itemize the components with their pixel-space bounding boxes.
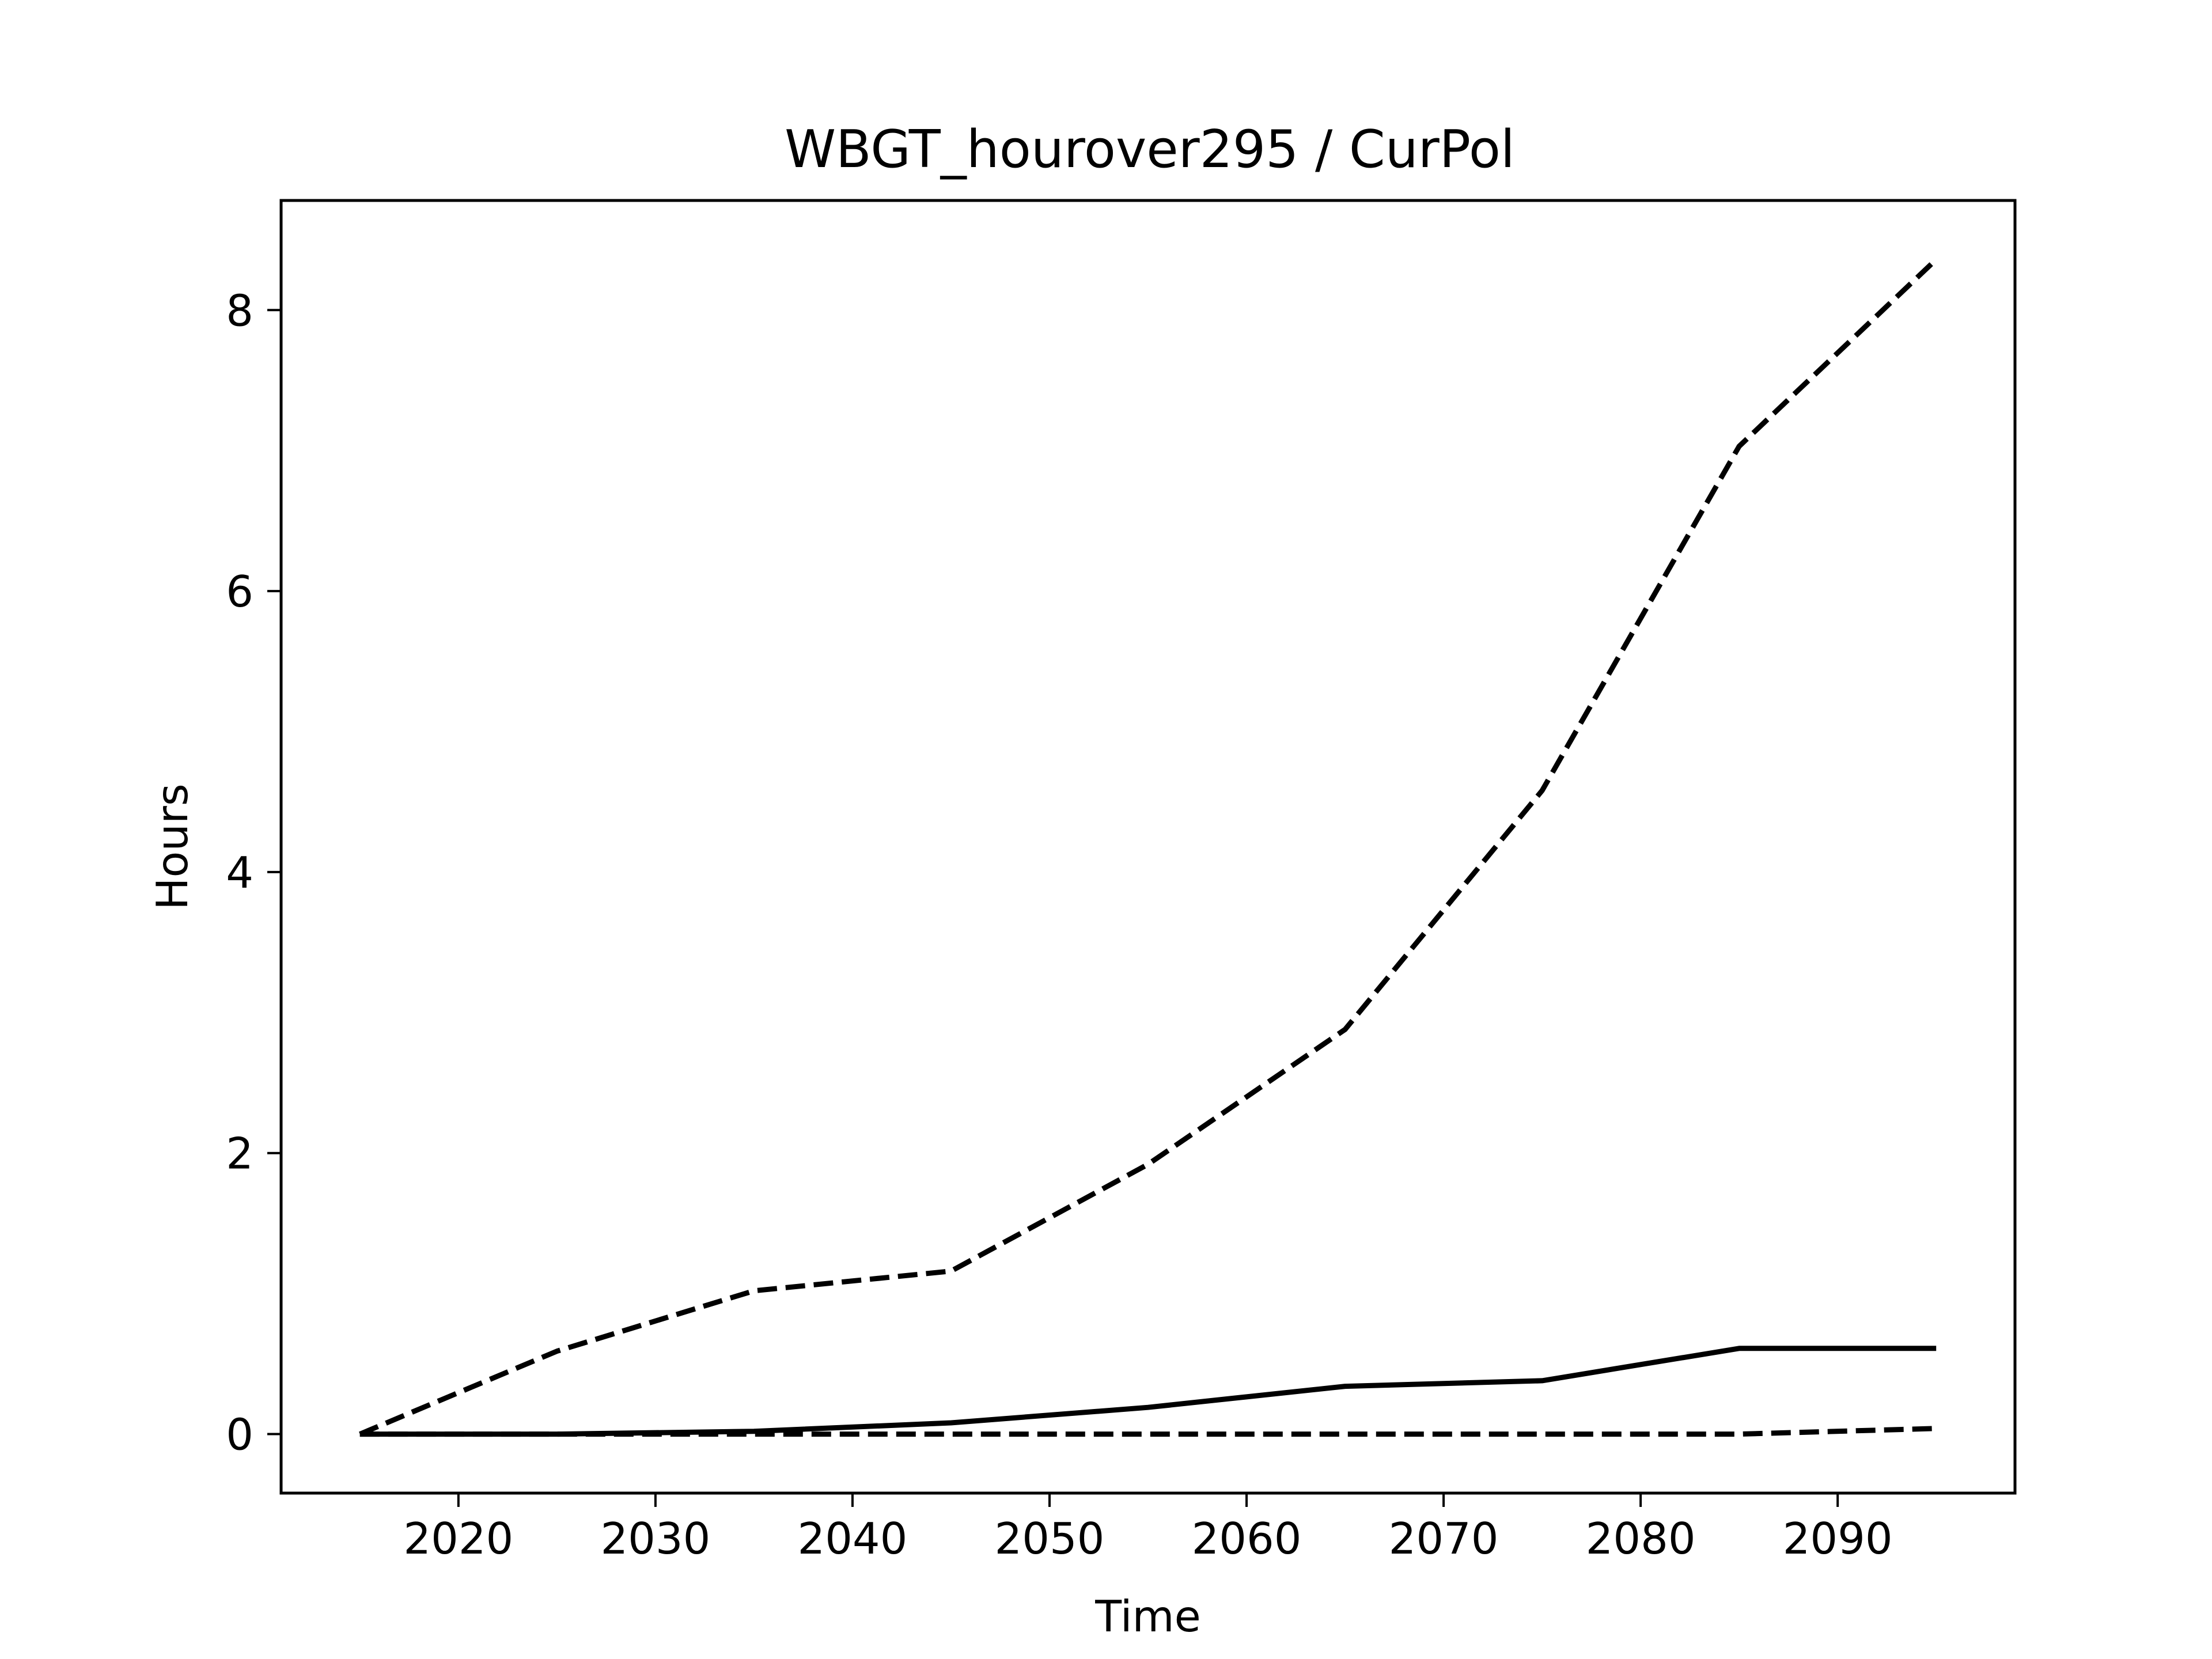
y-tick-label-2: 4 <box>226 847 253 898</box>
x-tick-label-3: 2050 <box>995 1513 1105 1564</box>
x-tick-label-2: 2040 <box>797 1513 907 1564</box>
x-axis-label: Time <box>1094 1591 1201 1642</box>
x-tick-label-5: 2070 <box>1389 1513 1499 1564</box>
x-tick-label-0: 2020 <box>403 1513 513 1564</box>
y-tick-label-1: 2 <box>226 1128 253 1179</box>
x-tick-label-6: 2080 <box>1586 1513 1696 1564</box>
x-tick-label-1: 2030 <box>600 1513 710 1564</box>
x-tick-label-7: 2090 <box>1783 1513 1893 1564</box>
series-layer <box>359 257 1938 1437</box>
y-tick-label-3: 6 <box>226 566 253 617</box>
series-line-2 <box>359 1426 1937 1437</box>
x-tick-label-4: 2060 <box>1192 1513 1302 1564</box>
x-axis-ticks: 2020 2030 2040 2050 2060 2070 2080 2090 <box>403 1493 1893 1564</box>
plot-area-frame <box>279 199 2017 1495</box>
y-tick-label-0: 0 <box>226 1410 253 1460</box>
y-axis-ticks: 0 2 4 6 8 <box>226 285 281 1460</box>
chart-title: WBGT_hourover295 / CurPol <box>785 119 1515 180</box>
y-tick-label-4: 8 <box>226 285 253 336</box>
series-line-0 <box>359 257 1938 1437</box>
y-axis-label: Hours <box>147 783 198 910</box>
